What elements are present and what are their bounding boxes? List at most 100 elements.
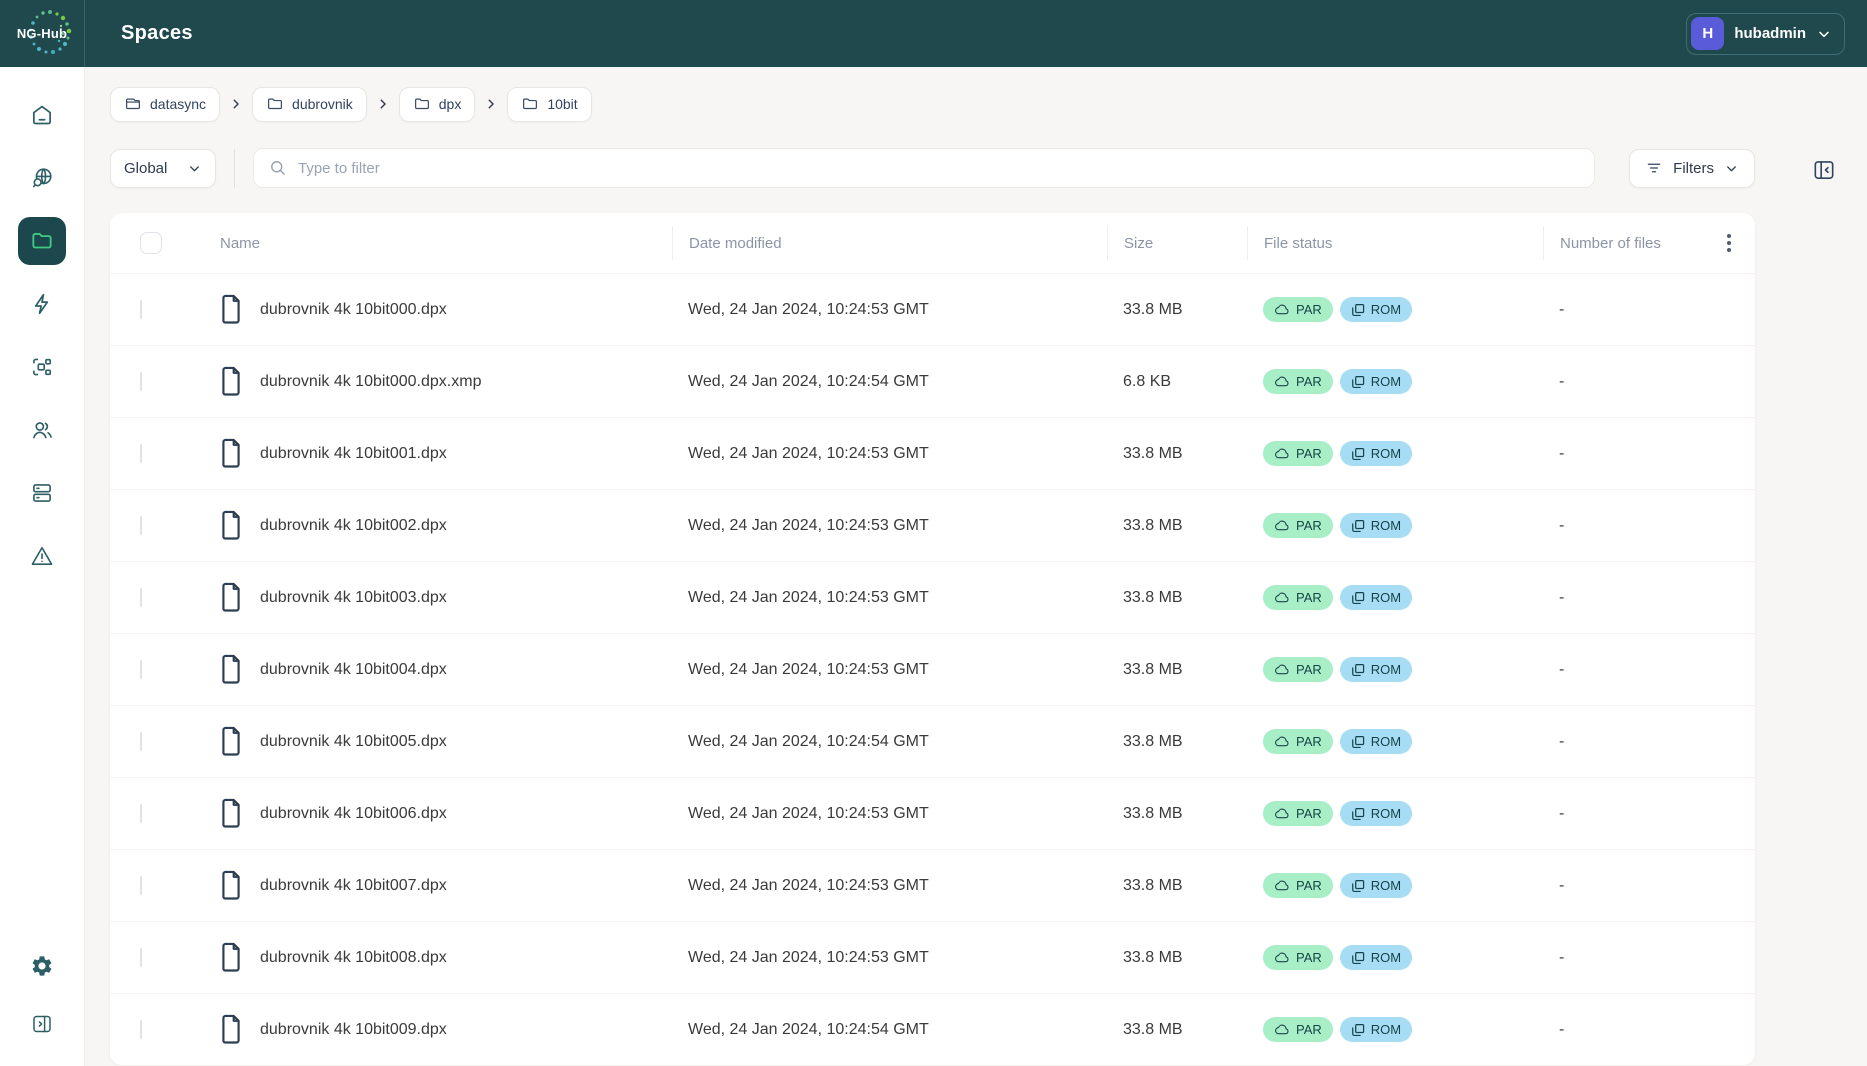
breadcrumb-item-datasync[interactable]: datasync <box>110 87 220 122</box>
sidebar-item-alerts[interactable] <box>18 532 66 580</box>
file-size: 6.8 KB <box>1107 373 1247 391</box>
sidebar-item-home[interactable] <box>18 91 66 139</box>
file-date-modified: Wed, 24 Jan 2024, 10:24:54 GMT <box>672 733 1107 751</box>
column-header-number-of-files[interactable]: Number of files <box>1560 235 1661 252</box>
table-row[interactable]: dubrovnik 4k 10bit008.dpx Wed, 24 Jan 20… <box>110 921 1755 993</box>
table-options-kebab-icon[interactable] <box>1723 230 1735 256</box>
sidebar-item-activity[interactable] <box>18 280 66 328</box>
badge-label: ROM <box>1371 878 1401 893</box>
badge-label: PAR <box>1296 302 1322 317</box>
row-checkbox[interactable] <box>140 804 142 823</box>
breadcrumb-item-dpx[interactable]: dpx <box>399 87 476 122</box>
details-panel-toggle[interactable] <box>1811 157 1837 183</box>
file-name: dubrovnik 4k 10bit002.dpx <box>260 517 447 535</box>
ng-hub-logo[interactable]: NG-Hub <box>0 0 85 67</box>
file-icon <box>218 1014 244 1045</box>
status-badge-par: PAR <box>1263 657 1333 682</box>
filters-label: Filters <box>1673 160 1714 177</box>
table-body: dubrovnik 4k 10bit000.dpx Wed, 24 Jan 20… <box>110 273 1755 1065</box>
sidebar-item-scan[interactable] <box>18 343 66 391</box>
sidebar-item-spaces[interactable] <box>18 217 66 265</box>
row-checkbox[interactable] <box>140 1020 142 1039</box>
copy-icon <box>1351 303 1365 317</box>
file-icon <box>218 510 244 541</box>
cloud-icon <box>1274 951 1290 964</box>
copy-icon <box>1351 807 1365 821</box>
logo-text: NG-Hub <box>17 26 67 41</box>
status-badge-rom: ROM <box>1340 369 1412 394</box>
row-checkbox[interactable] <box>140 588 142 607</box>
chevron-right-icon <box>229 97 243 111</box>
column-header-name[interactable]: Name <box>200 226 672 260</box>
row-checkbox[interactable] <box>140 516 142 535</box>
breadcrumb-label: dpx <box>439 96 462 112</box>
breadcrumb-label: datasync <box>150 96 206 112</box>
home-icon <box>29 102 55 128</box>
file-name: dubrovnik 4k 10bit004.dpx <box>260 661 447 679</box>
table-row[interactable]: dubrovnik 4k 10bit005.dpx Wed, 24 Jan 20… <box>110 705 1755 777</box>
row-checkbox[interactable] <box>140 444 142 463</box>
file-size: 33.8 MB <box>1107 301 1247 319</box>
status-badge-par: PAR <box>1263 513 1333 538</box>
row-checkbox[interactable] <box>140 660 142 679</box>
column-header-file-status[interactable]: File status <box>1247 226 1543 260</box>
scope-value: Global <box>124 160 167 177</box>
table-row[interactable]: dubrovnik 4k 10bit004.dpx Wed, 24 Jan 20… <box>110 633 1755 705</box>
breadcrumb-item-dubrovnik[interactable]: dubrovnik <box>252 87 367 122</box>
select-all-checkbox[interactable] <box>140 232 162 254</box>
badge-label: ROM <box>1371 590 1401 605</box>
file-date-modified: Wed, 24 Jan 2024, 10:24:53 GMT <box>672 805 1107 823</box>
file-date-modified: Wed, 24 Jan 2024, 10:24:53 GMT <box>672 445 1107 463</box>
topbar: NG-Hub Spaces H hubadmin <box>0 0 1867 67</box>
copy-icon <box>1351 663 1365 677</box>
table-row[interactable]: dubrovnik 4k 10bit003.dpx Wed, 24 Jan 20… <box>110 561 1755 633</box>
filters-button[interactable]: Filters <box>1629 149 1755 188</box>
file-date-modified: Wed, 24 Jan 2024, 10:24:53 GMT <box>672 877 1107 895</box>
column-header-size[interactable]: Size <box>1107 226 1247 260</box>
status-badge-rom: ROM <box>1340 729 1412 754</box>
sidebar-collapse-button[interactable] <box>18 1000 66 1048</box>
sidebar-item-users[interactable] <box>18 406 66 454</box>
copy-icon <box>1351 591 1365 605</box>
row-checkbox[interactable] <box>140 732 142 751</box>
file-name: dubrovnik 4k 10bit001.dpx <box>260 445 447 463</box>
row-checkbox[interactable] <box>140 372 142 391</box>
search-input[interactable] <box>298 160 1580 177</box>
sidebar <box>0 67 85 1066</box>
breadcrumb-item-10bit[interactable]: 10bit <box>507 87 591 122</box>
file-name: dubrovnik 4k 10bit009.dpx <box>260 1021 447 1039</box>
sidebar-item-settings[interactable] <box>18 942 66 990</box>
table-row[interactable]: dubrovnik 4k 10bit001.dpx Wed, 24 Jan 20… <box>110 417 1755 489</box>
cloud-icon <box>1274 1023 1290 1036</box>
table-row[interactable]: dubrovnik 4k 10bit006.dpx Wed, 24 Jan 20… <box>110 777 1755 849</box>
file-count: - <box>1543 805 1755 823</box>
sidebar-item-discover[interactable] <box>18 154 66 202</box>
badge-label: ROM <box>1371 806 1401 821</box>
sidebar-item-storage[interactable] <box>18 469 66 517</box>
table-row[interactable]: dubrovnik 4k 10bit000.dpx Wed, 24 Jan 20… <box>110 273 1755 345</box>
table-row[interactable]: dubrovnik 4k 10bit009.dpx Wed, 24 Jan 20… <box>110 993 1755 1065</box>
row-checkbox[interactable] <box>140 948 142 967</box>
column-header-date-modified[interactable]: Date modified <box>672 226 1107 260</box>
row-checkbox[interactable] <box>140 876 142 895</box>
file-icon <box>218 438 244 469</box>
file-count: - <box>1543 661 1755 679</box>
file-count: - <box>1543 589 1755 607</box>
file-size: 33.8 MB <box>1107 877 1247 895</box>
row-checkbox[interactable] <box>140 300 142 319</box>
status-badge-rom: ROM <box>1340 1017 1412 1042</box>
file-count: - <box>1543 877 1755 895</box>
file-size: 33.8 MB <box>1107 589 1247 607</box>
user-menu[interactable]: H hubadmin <box>1686 13 1845 55</box>
cloud-icon <box>1274 663 1290 676</box>
scope-select[interactable]: Global <box>110 149 216 188</box>
status-badge-rom: ROM <box>1340 297 1412 322</box>
table-row[interactable]: dubrovnik 4k 10bit007.dpx Wed, 24 Jan 20… <box>110 849 1755 921</box>
breadcrumb: datasync dubrovnik dpx 10bit <box>110 86 1867 122</box>
badge-label: PAR <box>1296 590 1322 605</box>
status-badge-rom: ROM <box>1340 513 1412 538</box>
file-name: dubrovnik 4k 10bit000.dpx.xmp <box>260 373 481 391</box>
table-row[interactable]: dubrovnik 4k 10bit002.dpx Wed, 24 Jan 20… <box>110 489 1755 561</box>
table-row[interactable]: dubrovnik 4k 10bit000.dpx.xmp Wed, 24 Ja… <box>110 345 1755 417</box>
status-badge-rom: ROM <box>1340 441 1412 466</box>
